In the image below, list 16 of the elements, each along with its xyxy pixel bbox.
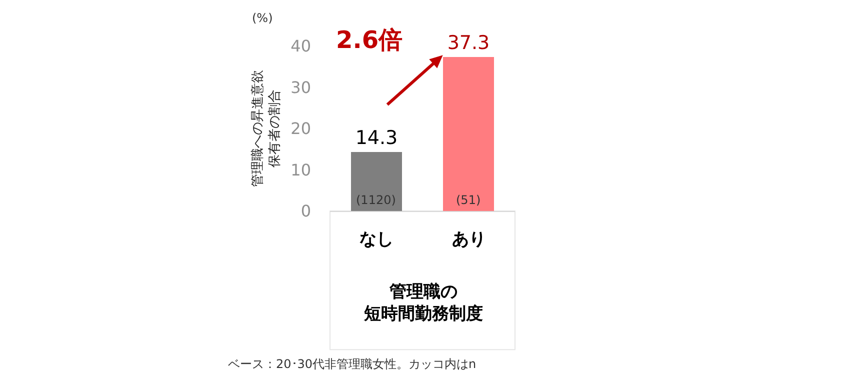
- annotation: (1120): [356, 193, 396, 207]
- data-label: 14.3: [355, 127, 398, 149]
- x-tick-label: なし: [359, 229, 394, 250]
- y-tick-label: 40: [290, 36, 311, 56]
- annotation: 2.6倍: [336, 26, 403, 54]
- y-tick-label: 20: [290, 119, 311, 138]
- y-tick-label: 0: [300, 202, 311, 221]
- y-tick-label: 30: [290, 78, 311, 97]
- text: (%): [252, 11, 273, 25]
- text: ベース：20･30代非管理職女性。カッコ内はn: [228, 357, 476, 371]
- y-tick-label: 10: [290, 160, 311, 180]
- x-axis-title: 管理職の短時間勤務制度: [363, 282, 483, 324]
- x-tick-label: あり: [452, 229, 486, 250]
- y-axis-title: 管理職への昇進意欲保有者の割合: [250, 70, 283, 187]
- data-label: 37.3: [447, 32, 490, 54]
- annotation: (51): [456, 193, 481, 207]
